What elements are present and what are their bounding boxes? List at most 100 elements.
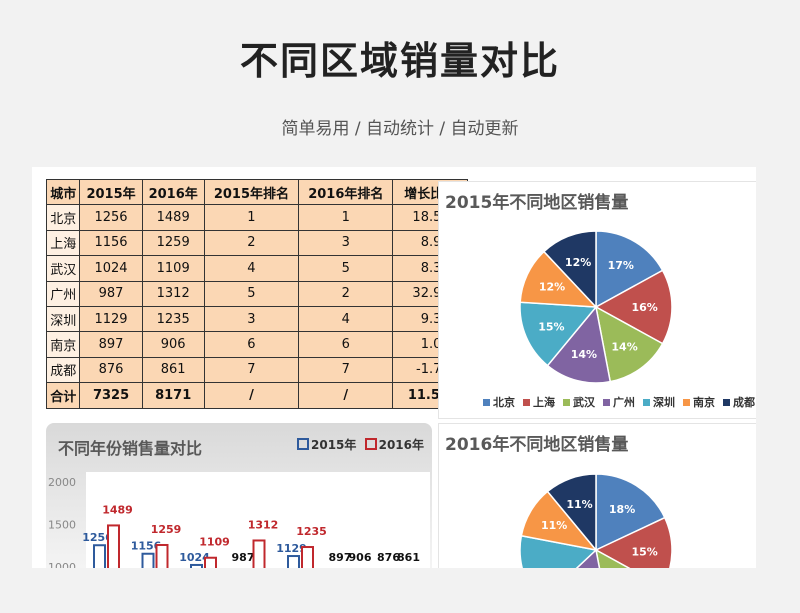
pie-2016-panel: 2016年不同地区销售量 18% 15% 11% 11% [438, 423, 756, 568]
bar-chart-legend: 2015年 2016年 [297, 436, 424, 453]
page-subtitle: 简单易用 / 自动统计 / 自动更新 [281, 119, 519, 139]
bar-2016年[interactable] [301, 546, 314, 568]
legend-label: 南京 [693, 396, 715, 409]
rank-2016-cell[interactable]: 1 [298, 204, 394, 231]
legend-label: 深圳 [653, 396, 675, 409]
rank-2016-cell[interactable]: 5 [298, 255, 394, 282]
rank-2015-cell[interactable]: 5 [203, 280, 300, 307]
value-2015-cell[interactable]: 897 [79, 331, 143, 358]
bar-2016年[interactable] [107, 524, 120, 568]
bar-2015年[interactable] [93, 544, 106, 568]
city-cell[interactable]: 武汉 [45, 255, 81, 282]
pie-slice[interactable] [542, 230, 597, 309]
y-tick-label: 1500 [48, 519, 76, 532]
value-2015-cell[interactable]: 987 [79, 280, 143, 307]
pie-slice[interactable] [546, 473, 597, 553]
bar-2016年[interactable] [252, 539, 266, 568]
rank-2016-cell[interactable]: 3 [298, 229, 394, 257]
rank-2016-cell[interactable]: 4 [298, 305, 394, 333]
pie-slice[interactable] [595, 473, 666, 552]
rank-2015-cell[interactable]: 2 [203, 229, 300, 257]
value-2015-cell[interactable]: 1129 [79, 305, 143, 333]
legend-item: 深圳 [643, 394, 675, 410]
pie-slice[interactable] [594, 305, 664, 383]
city-cell[interactable]: 成都 [45, 356, 81, 384]
legend-2016-label: 2016年 [378, 438, 424, 452]
legend-label: 成都 [733, 396, 755, 409]
legend-swatch [523, 399, 530, 406]
bar-2015年[interactable] [287, 555, 300, 568]
value-2016-cell[interactable]: 906 [141, 331, 205, 358]
value-2016-cell[interactable]: 1312 [141, 280, 205, 307]
legend-item: 上海 [523, 394, 555, 410]
bar-data-label: 897 [329, 551, 352, 564]
bar-data-label: 1156 [131, 540, 162, 553]
bar-2016年[interactable] [204, 556, 217, 568]
pie-slice[interactable] [546, 305, 612, 384]
header-city[interactable]: 城市 [45, 178, 81, 206]
rank-2016-cell[interactable]: 2 [298, 280, 394, 307]
rank-2015-cell[interactable]: 3 [203, 305, 300, 333]
pie-slice[interactable] [594, 516, 673, 568]
header-2015[interactable]: 2015年 [79, 178, 143, 206]
city-cell[interactable]: 深圳 [45, 305, 81, 333]
pie-data-label: 14% [571, 348, 597, 361]
page-title: 不同区域销量对比 [239, 39, 560, 83]
legend-swatch [483, 399, 490, 406]
rank-2016-cell[interactable]: 7 [298, 356, 394, 384]
legend-item: 北京 [483, 394, 515, 410]
rank-2015-cell[interactable]: 6 [203, 331, 300, 358]
pie-slice[interactable] [519, 534, 598, 568]
legend-swatch [723, 399, 730, 406]
pie-2015-panel: 2015年不同地区销售量 17% 16% 14% 14% 15% 12% 12% 北京 上海 武… [438, 181, 756, 419]
table-header-row: 城市 2015年 2016年 2015年排名 2016年排名 增长比例 [45, 178, 468, 206]
bar-2015年[interactable] [141, 552, 155, 568]
pie-2015-chart: 17% 16% 14% 14% 15% 12%12% [519, 230, 673, 384]
value-2015-cell[interactable]: 7325 [79, 382, 143, 409]
value-2015-cell[interactable]: 876 [79, 356, 143, 384]
value-2016-cell[interactable]: 1489 [141, 204, 205, 231]
pie-slice[interactable] [594, 548, 663, 568]
value-2016-cell[interactable]: 1235 [141, 305, 205, 333]
legend-label: 北京 [493, 396, 515, 409]
city-cell[interactable]: 南京 [45, 331, 81, 358]
rank-2016-cell[interactable]: / [298, 382, 394, 409]
y-tick-label: 2000 [48, 476, 76, 489]
table-row: 上海11561259238.91% [45, 229, 468, 257]
city-cell[interactable]: 合计 [45, 382, 81, 409]
bar-2016年[interactable] [155, 543, 169, 568]
value-2016-cell[interactable]: 8171 [141, 382, 205, 409]
pie-data-label: 15% [631, 546, 657, 559]
legend-2015-label: 2015年 [311, 438, 357, 452]
legend-label: 武汉 [573, 396, 595, 409]
bar-data-label: 906 [349, 551, 372, 564]
city-cell[interactable]: 北京 [45, 204, 81, 231]
pie-slice[interactable] [519, 301, 598, 367]
table-row: 广州98713125232.93% [45, 280, 468, 307]
city-cell[interactable]: 广州 [45, 280, 81, 307]
header-rank-2016[interactable]: 2016年排名 [298, 178, 394, 206]
pie-slice[interactable] [595, 230, 664, 309]
pie-2015-title: 2015年不同地区销售量 [445, 193, 629, 213]
bar-2015年[interactable] [190, 563, 203, 568]
rank-2015-cell[interactable]: 7 [203, 356, 300, 384]
value-2015-cell[interactable]: 1256 [79, 204, 143, 231]
value-2016-cell[interactable]: 861 [141, 356, 205, 384]
rank-2015-cell[interactable]: / [203, 382, 300, 409]
header-2016[interactable]: 2016年 [141, 178, 205, 206]
table-row: 南京897906661.00% [45, 331, 468, 358]
pie-slice[interactable] [594, 269, 673, 345]
pie-data-label: 18% [609, 503, 635, 516]
legend-label: 上海 [533, 396, 555, 409]
legend-swatch [643, 399, 650, 406]
city-cell[interactable]: 上海 [45, 229, 81, 257]
value-2016-cell[interactable]: 1259 [141, 229, 205, 257]
value-2016-cell[interactable]: 1109 [141, 255, 205, 282]
value-2015-cell[interactable]: 1024 [79, 255, 143, 282]
bar-data-label: 1129 [276, 542, 307, 555]
rank-2016-cell[interactable]: 6 [298, 331, 394, 358]
rank-2015-cell[interactable]: 1 [203, 204, 300, 231]
value-2015-cell[interactable]: 1156 [79, 229, 143, 257]
header-rank-2015[interactable]: 2015年排名 [203, 178, 300, 206]
rank-2015-cell[interactable]: 4 [203, 255, 300, 282]
